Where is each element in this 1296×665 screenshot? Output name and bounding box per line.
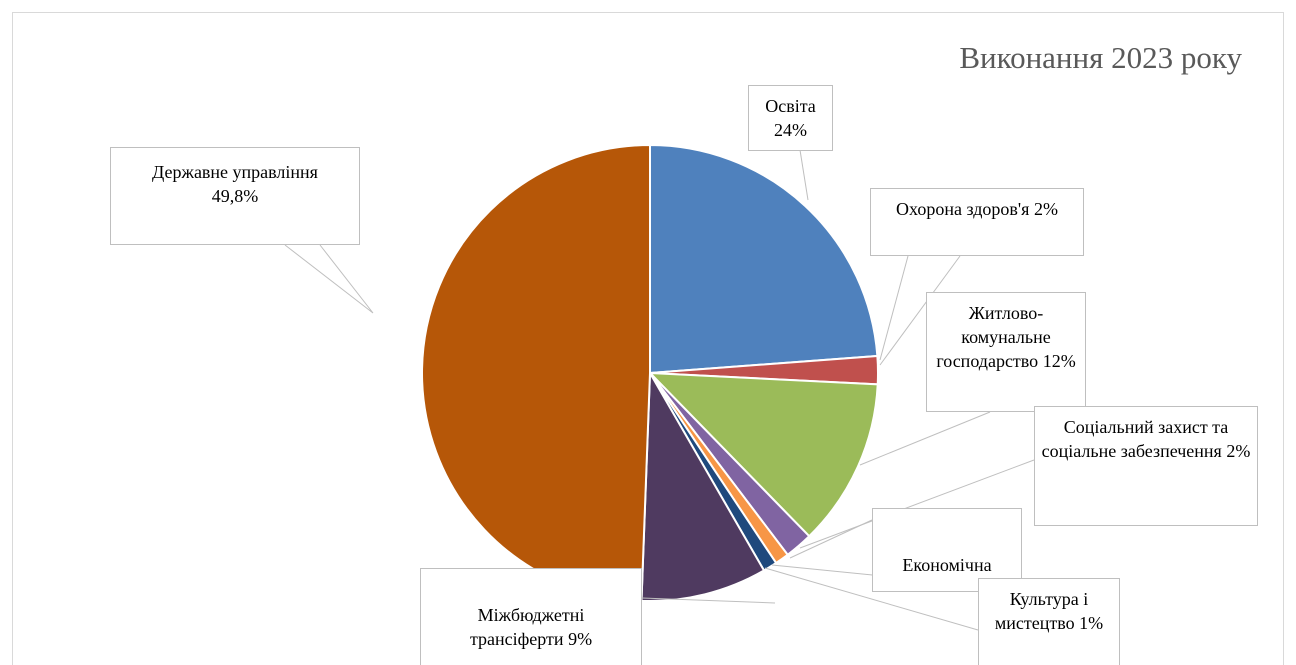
leader-line <box>859 411 991 466</box>
leader-line <box>879 255 909 361</box>
data-label: Охорона здоров'я 2% <box>870 188 1084 256</box>
data-label: Міжбюджетні трансіферти 9% <box>420 568 642 665</box>
data-label: Житлово-комунальне господарство 12% <box>926 292 1086 412</box>
category-label: Освіта <box>765 96 816 116</box>
category-label: Економічна <box>902 555 992 575</box>
pie-slice <box>420 143 651 602</box>
leader-line <box>641 597 776 604</box>
leader-line <box>799 149 809 201</box>
category-label: Культура і мистецтво <box>994 589 1089 633</box>
pie-slice <box>649 143 879 375</box>
data-label: Освіта 24% <box>748 85 833 151</box>
data-label: Культура і мистецтво 1% <box>978 578 1120 665</box>
leader-line <box>799 459 1035 549</box>
category-label: Соціальний захист та соціальне забезпече… <box>1041 417 1229 461</box>
pie-slice <box>640 369 766 602</box>
leader-line <box>284 244 374 314</box>
value-label: 12% <box>1042 351 1076 371</box>
value-label: 49,8% <box>211 186 259 206</box>
leader-line <box>789 519 873 559</box>
chart-title: Виконання 2023 року <box>959 40 1242 75</box>
category-label: Державне управління <box>152 162 318 182</box>
data-label: Державне управління 49,8% <box>110 147 360 245</box>
value-label: 2% <box>1033 199 1058 219</box>
pie-slice <box>647 371 879 538</box>
category-label: Житлово-комунальне господарство <box>936 303 1051 371</box>
value-label: 24% <box>774 120 807 140</box>
category-label: Міжбюджетні трансіферти <box>469 605 585 649</box>
value-label: 1% <box>1079 613 1104 633</box>
data-label: Соціальний захист та соціальне забезпече… <box>1034 406 1258 526</box>
value-label: 9% <box>568 629 593 649</box>
chart-frame <box>12 12 1284 665</box>
leader-line <box>764 567 979 631</box>
value-label: 2% <box>1226 441 1251 461</box>
category-label: Охорона здоров'я <box>896 199 1030 219</box>
pie <box>420 143 879 602</box>
leader-line <box>879 255 961 366</box>
